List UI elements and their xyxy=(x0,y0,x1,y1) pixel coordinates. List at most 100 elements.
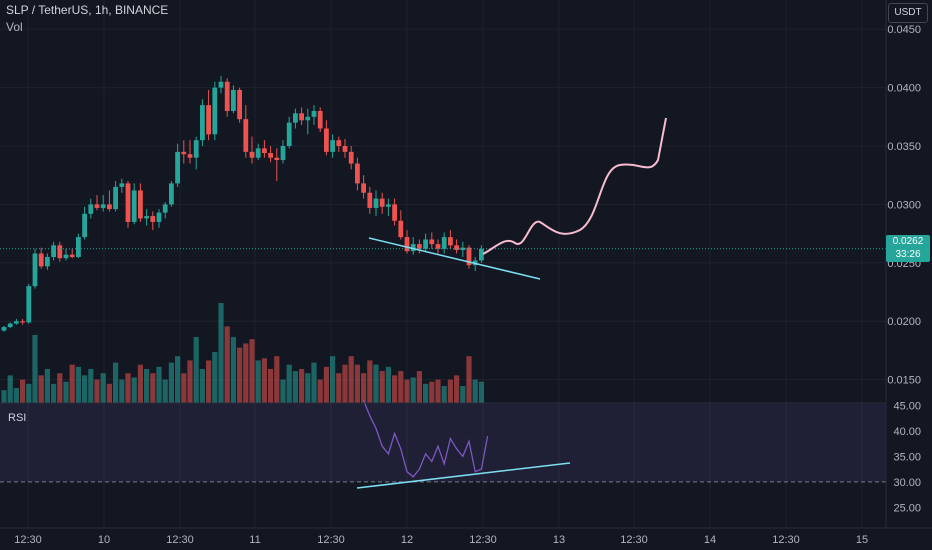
volume-bar xyxy=(478,381,484,403)
candle-body xyxy=(231,89,236,111)
candle-body xyxy=(187,154,193,158)
candle-body xyxy=(57,245,63,259)
candle-body xyxy=(479,248,484,261)
volume-bar xyxy=(144,368,150,403)
volume-bar xyxy=(472,379,478,403)
rsi-indicator-label[interactable]: RSI xyxy=(8,412,27,424)
volume-bar xyxy=(361,373,367,403)
last-price-badge: 0.0262 33:26 xyxy=(886,235,930,262)
volume-bar xyxy=(348,356,354,403)
volume-bar xyxy=(373,364,379,403)
volume-bar xyxy=(466,356,472,403)
candle-body xyxy=(317,110,323,129)
y-tick-label: 0.0200 xyxy=(887,316,921,328)
candle-body xyxy=(255,148,261,158)
x-tick-label: 11 xyxy=(249,534,260,546)
candle-body xyxy=(82,213,87,238)
volume-bar xyxy=(63,381,69,403)
rsi-tick-label: 30.00 xyxy=(893,477,921,489)
candle-body xyxy=(361,183,366,193)
volume-bar xyxy=(193,337,199,403)
volume-bar xyxy=(441,385,447,403)
candle-body xyxy=(138,190,143,219)
candle-body xyxy=(423,239,428,249)
candle-body xyxy=(32,253,38,287)
candle-body xyxy=(144,216,149,219)
volume-bar xyxy=(119,379,125,403)
volume-bar xyxy=(125,373,131,403)
currency-button[interactable]: USDT xyxy=(888,3,928,23)
volume-indicator-label[interactable]: Vol xyxy=(6,20,23,34)
volume-bar xyxy=(249,339,255,403)
volume-bar xyxy=(162,379,168,403)
y-tick-label: 0.0450 xyxy=(887,24,921,36)
candle-body xyxy=(386,204,391,207)
candle-body xyxy=(441,237,447,249)
candle-body xyxy=(342,146,348,152)
candle-body xyxy=(249,151,255,158)
volume-bar xyxy=(286,364,292,403)
candle-body xyxy=(348,151,354,164)
candle-body xyxy=(336,140,342,147)
candle-body xyxy=(293,113,298,123)
volume-bar xyxy=(212,351,218,403)
volume-bar xyxy=(1,390,7,403)
rsi-trendline xyxy=(356,462,571,489)
volume-bar xyxy=(82,375,88,403)
y-tick-label: 0.0300 xyxy=(887,199,921,211)
candle-body xyxy=(131,190,137,222)
bar-countdown: 33:26 xyxy=(895,249,921,260)
x-tick-label: 12:30 xyxy=(772,534,800,546)
volume-bar xyxy=(416,371,422,403)
volume-bar xyxy=(280,379,286,403)
volume-bar xyxy=(410,377,416,403)
rsi-band xyxy=(0,403,886,483)
candle-body xyxy=(100,204,106,208)
candle-body xyxy=(448,237,453,246)
volume-bar xyxy=(330,356,336,403)
volume-bar xyxy=(292,371,298,403)
grid xyxy=(0,0,886,528)
candle-body xyxy=(280,146,286,161)
volume-bar xyxy=(454,375,460,403)
candle-body xyxy=(398,220,404,238)
candle-body xyxy=(373,198,379,208)
symbol-title[interactable]: SLP / TetherUS, 1h, BINANCE xyxy=(6,3,169,17)
candle-body xyxy=(466,247,472,266)
x-tick-label: 10 xyxy=(98,534,110,546)
rsi-band-fill xyxy=(0,403,886,482)
candle-body xyxy=(88,204,94,214)
price-trendline xyxy=(368,237,541,280)
volume-bar xyxy=(26,383,32,403)
candle-body xyxy=(404,237,410,252)
volume-bar xyxy=(460,385,466,403)
volume-bar xyxy=(261,358,267,403)
candle-body xyxy=(94,204,100,208)
candle-body xyxy=(1,327,7,331)
candle-body xyxy=(45,256,50,267)
candle-body xyxy=(355,163,360,184)
volume-bar xyxy=(317,379,323,403)
x-tick-label: 12:30 xyxy=(14,534,42,546)
candle-body xyxy=(311,110,317,117)
volume-bar xyxy=(168,362,174,403)
candle-body xyxy=(7,323,13,328)
candle-body xyxy=(150,216,156,222)
candle-body xyxy=(69,254,75,257)
candle-body xyxy=(379,198,385,207)
volume-bar xyxy=(398,371,404,403)
volume-bar xyxy=(311,362,317,403)
volume-bar xyxy=(336,373,342,403)
volume-bar xyxy=(32,334,38,403)
volume-bar xyxy=(379,371,385,403)
volume-bar xyxy=(274,356,280,403)
volume-bar xyxy=(423,383,429,403)
volume-bar xyxy=(94,379,100,403)
volume-bar xyxy=(20,379,26,403)
volume-bar xyxy=(404,379,410,403)
x-tick-label: 12 xyxy=(401,534,413,546)
y-tick-label: 0.0400 xyxy=(887,83,921,95)
x-tick-label: 13 xyxy=(553,534,565,546)
